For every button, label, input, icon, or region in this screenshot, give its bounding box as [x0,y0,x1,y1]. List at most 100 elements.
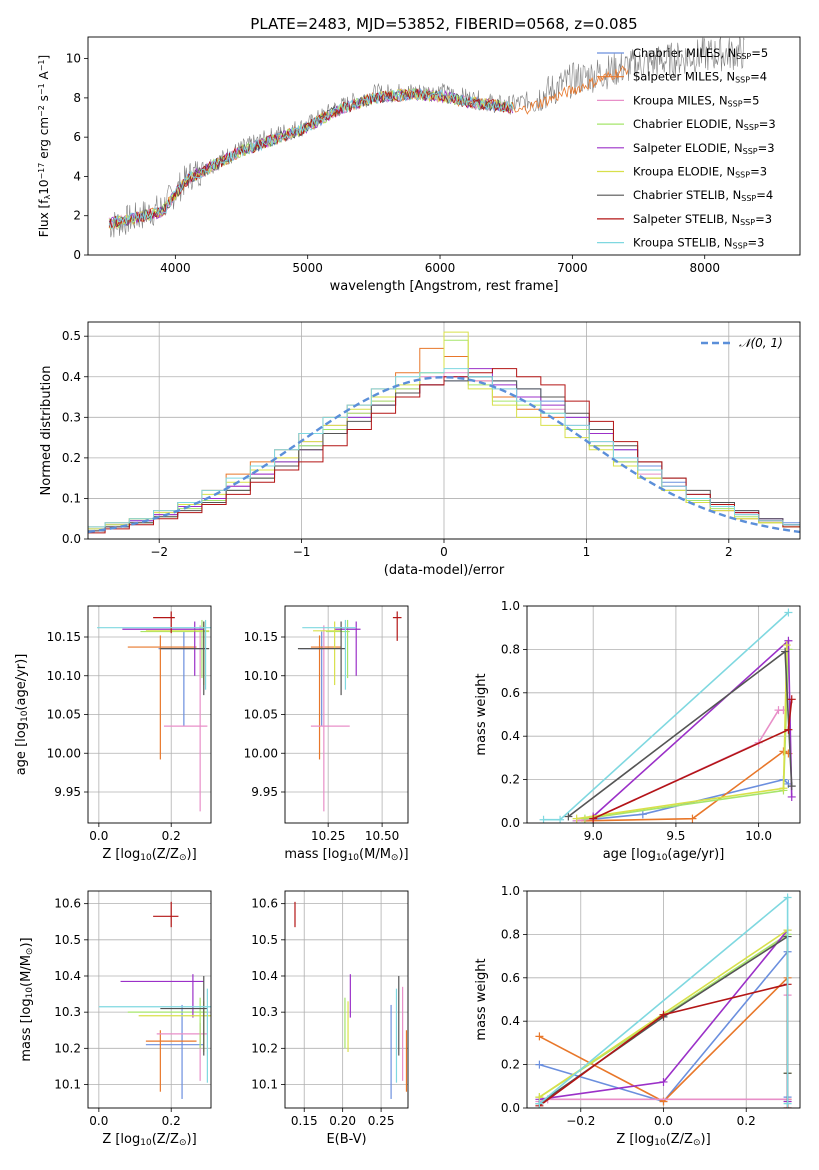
kroupa-stelib-marker [535,1099,544,1108]
kroupa-elodie-marker [779,784,788,793]
y-tick-label: 4 [73,169,81,183]
y-axis-label-part: )] [19,937,34,947]
error-bars [98,901,211,1099]
y-axis-label-part: A [37,70,51,83]
y-tick-label: 10.00 [244,746,278,760]
y-tick-label: 10.2 [251,1041,278,1055]
x-axis-label: mass [log10(M/M⊙)] [284,847,408,863]
axes-frame [284,605,409,824]
y-axis-label-part: −1 [37,83,46,95]
x-axis-label-part: 10 [140,853,152,863]
x-tick-label: 0.2 [162,1114,181,1128]
weight-lines [535,893,792,1108]
kroupa-stelib-histogram [88,368,800,528]
legend-text: =4 [756,188,773,202]
x-axis-label: Z [log10(Z/Z⊙)] [616,1132,710,1148]
x-axis-label-part: 10 [140,1138,152,1148]
chabrier-miles-marker [638,810,647,819]
x-tick-label: 0.0 [654,1114,673,1128]
y-axis-label-part: 10 [37,180,51,195]
x-axis-label-part: (Z/Z [152,847,179,862]
y-tick-label: 0.0 [62,532,81,546]
chabrier-stelib-model-spectrum-line [108,87,514,228]
chabrier-elodie-legend-label: Chabrier ELODIE, NSSP=3 [633,117,776,132]
residuals-panel: −2 −1 0 1 2 0.0 0.1 0.2 0.3 0.4 0.5 (data-model)/er… [39,321,801,578]
x-tick-label: 0.2 [162,829,181,843]
legend-text: =3 [758,141,775,155]
x-axis-label-part: (Z/Z [666,1132,693,1147]
legend-subscript: SSP [733,242,748,251]
y-tick-label: 1.0 [501,884,520,898]
y-tick-label: 10.10 [244,669,278,683]
kroupa-elodie-marker [782,641,791,650]
y-tick-label: 10.4 [54,969,81,983]
legend-subscript: SSP [743,147,758,156]
axes-frame [526,605,801,824]
x-axis-label: E(B-V) [326,1132,366,1147]
y-axis-label: Flux [fλ10−17 erg cm−2 s−1 A−1] [37,55,52,237]
x-axis-label-part: )] [187,847,197,862]
axes-frame [87,890,212,1109]
legend-text: =3 [759,117,776,131]
salpeter-miles-weight-line [584,750,789,822]
chabrier-stelib-point [160,975,208,1056]
x-tick-label: −1 [293,545,311,559]
y-tick-label: 9.95 [54,785,81,799]
y-tick-label: 10.3 [54,1005,81,1019]
axes-frame [526,890,801,1109]
x-tick-label: 9.0 [584,829,603,843]
y-axis-label: Normed distribution [39,366,54,496]
salpeter-elodie-legend-label: Salpeter ELODIE, NSSP=3 [633,141,775,156]
x-tick-label: 6000 [425,261,456,275]
gaussian-legend-label: 𝒩(0, 1) [739,336,783,350]
legend-text: Kroupa STELIB, N [633,236,733,250]
salpeter-miles-marker [535,1032,544,1041]
salpeter-miles-point [127,635,197,760]
kroupa-miles-legend-label: Kroupa MILES, NSSP=5 [633,93,759,108]
y-tick-label: 10 [66,52,81,66]
x-tick-label: 0.15 [291,1114,318,1128]
chabrier-stelib-point [297,621,346,696]
x-tick-label: 0 [440,545,448,559]
kroupa-elodie-legend-label: Kroupa ELODIE, NSSP=3 [633,165,767,180]
x-axis-label-part: age [log [603,847,656,862]
spectrum-lines [108,37,745,238]
chabrier-miles-weight-line [576,778,789,822]
y-tick-label: 0.6 [501,686,520,700]
y-axis-label: age [log10(age/yr)] [14,654,30,776]
salpeter-stelib-legend-label: Salpeter STELIB, NSSP=3 [633,212,772,227]
x-axis-label: wavelength [Angstrom, rest frame] [330,279,559,294]
x-axis-label-part: (age/yr)] [667,847,724,862]
x-axis-label-part: 10 [348,853,360,863]
y-axis-label-part: 10 [25,987,35,999]
legend-subscript: SSP [735,76,750,85]
legend-subscript: SSP [728,99,743,108]
y-tick-label: 10.05 [244,708,278,722]
chabrier-stelib-legend-label: Chabrier STELIB, NSSP=4 [633,188,773,203]
x-axis-label-part: ⊙ [391,853,399,863]
x-tick-label: 5000 [292,261,323,275]
x-tick-label: 10.0 [745,829,772,843]
x-tick-label: 2 [725,545,733,559]
chabrier-stelib-marker [787,782,796,791]
y-tick-label: 9.95 [251,785,278,799]
x-tick-label: 4000 [160,261,191,275]
salpeter-elodie-weight-line [592,638,793,818]
y-tick-label: 10.6 [54,897,81,911]
y-tick-label: 0.6 [501,971,520,985]
y-tick-label: 0.4 [62,370,81,384]
legend-text: Chabrier ELODIE, N [633,117,744,131]
x-axis-label-part: (M/M [359,847,391,862]
salpeter-miles-marker [779,747,788,756]
legend-text: =3 [750,165,767,179]
x-tick-label: 0.20 [329,1114,356,1128]
x-tick-label: 0.2 [737,1114,756,1128]
x-axis-label: Z [log10(Z/Z⊙)] [102,847,196,863]
x-tick-label: −2 [150,545,168,559]
y-axis-label: mass weight [474,958,489,1040]
y-axis-label-part: Flux [f [37,199,51,237]
salpeter-stelib-point [153,901,179,928]
